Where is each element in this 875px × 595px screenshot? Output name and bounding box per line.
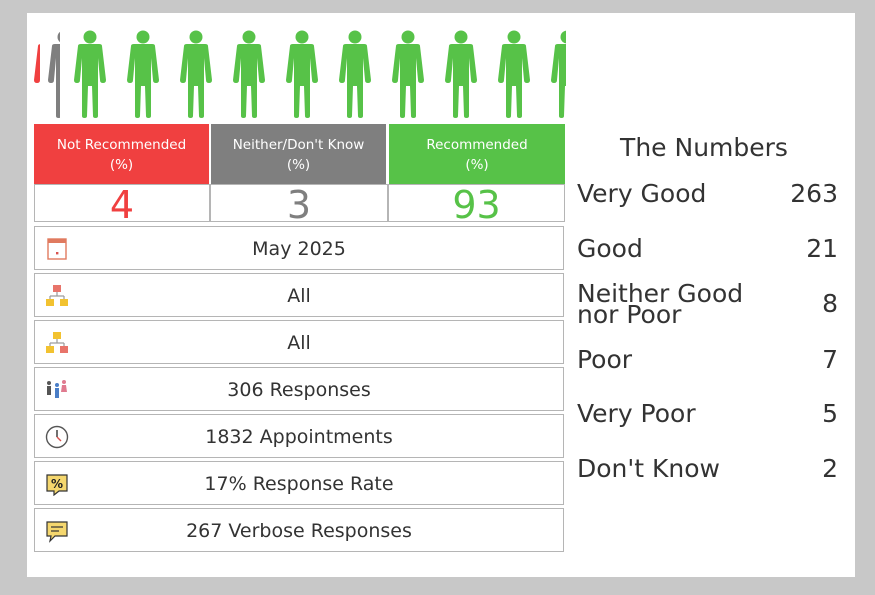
person-icon-not-recommended: [34, 28, 40, 118]
person-icon-recommended: [121, 28, 165, 118]
person-icon-recommended: [333, 28, 377, 118]
department-row: All: [34, 320, 564, 364]
numbers-value-neither: 8: [822, 289, 838, 318]
numbers-label-very-poor: Very Poor: [577, 399, 696, 428]
numbers-title: The Numbers: [620, 133, 788, 162]
neither-unit: (%): [286, 157, 311, 173]
recommendation-pictogram: [34, 28, 566, 120]
numbers-label-dont-know: Don't Know: [577, 454, 720, 483]
person-icon-recommended: [68, 28, 112, 118]
person-icon-neither: [48, 28, 60, 118]
responses-row: 306 Responses: [34, 367, 564, 411]
person-icon-recommended: [280, 28, 324, 118]
percent-icon: %: [45, 472, 69, 496]
people-icon: [45, 378, 69, 402]
response-rate-text: 17% Response Rate: [204, 473, 394, 495]
site-filter-text: All: [287, 285, 311, 307]
person-icon-recommended: [386, 28, 430, 118]
verbose-row: 267 Verbose Responses: [34, 508, 564, 552]
numbers-label-neither: Neither Good nor Poor: [577, 279, 744, 329]
numbers-value-good: 21: [806, 234, 838, 263]
neither-label: Neither/Don't Know: [232, 137, 365, 153]
period-text: May 2025: [252, 238, 346, 260]
comment-icon: [45, 519, 69, 543]
recommended-label: Recommended: [426, 137, 528, 153]
not-recommended-value: 4: [34, 184, 210, 225]
hierarchy-icon: [45, 331, 69, 355]
person-icon-recommended: [545, 28, 566, 118]
person-icon-recommended: [227, 28, 271, 118]
numbers-label-poor: Poor: [577, 345, 633, 374]
verbose-text: 267 Verbose Responses: [186, 520, 412, 542]
department-filter-text: All: [287, 332, 311, 354]
numbers-label-good: Good: [577, 234, 643, 263]
recommended-unit: (%): [465, 157, 489, 173]
calendar-icon: [45, 237, 69, 261]
person-icon-recommended: [492, 28, 536, 118]
site-row: All: [34, 273, 564, 317]
numbers-value-poor: 7: [822, 345, 838, 374]
neither-value: 3: [210, 184, 388, 225]
period-row: May 2025: [34, 226, 564, 270]
svg-text:%: %: [51, 477, 63, 491]
clock-icon: [45, 425, 69, 449]
recommended-value: 93: [388, 184, 565, 225]
not-recommended-label: Not Recommended: [56, 137, 187, 153]
not-recommended-header: Not Recommended (%): [34, 124, 209, 184]
neither-header: Neither/Don't Know (%): [211, 124, 386, 184]
person-icon-recommended: [439, 28, 483, 118]
numbers-value-dont-know: 2: [822, 454, 838, 483]
response-rate-row: % 17% Response Rate: [34, 461, 564, 505]
appointments-row: 1832 Appointments: [34, 414, 564, 458]
not-recommended-unit: (%): [109, 157, 134, 173]
responses-text: 306 Responses: [227, 379, 371, 401]
recommended-header: Recommended (%): [389, 124, 565, 184]
appointments-text: 1832 Appointments: [205, 426, 393, 448]
numbers-label-very-good: Very Good: [577, 179, 707, 208]
hierarchy-icon: [45, 284, 69, 308]
numbers-value-very-good: 263: [790, 179, 838, 208]
person-icon-recommended: [174, 28, 218, 118]
numbers-value-very-poor: 5: [822, 399, 838, 428]
